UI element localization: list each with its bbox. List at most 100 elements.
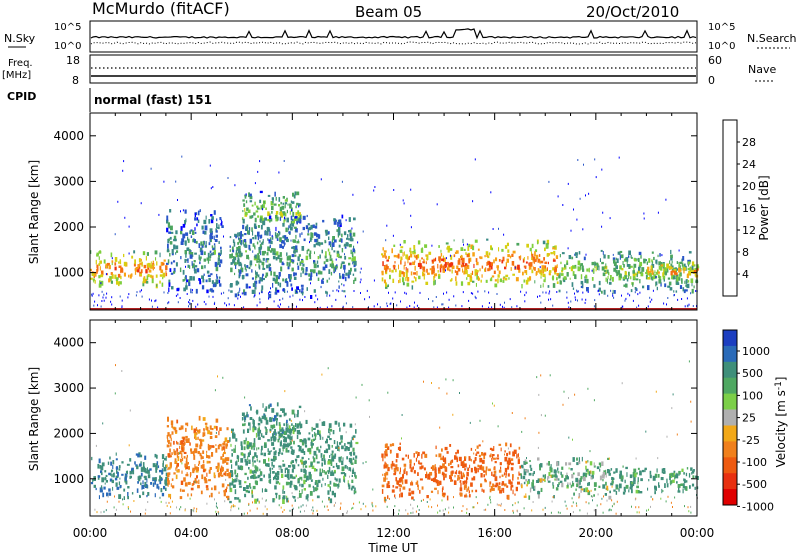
velocity-echo-cell [519, 465, 522, 469]
velocity-echo-cell [412, 466, 414, 470]
velocity-echo-cell [401, 479, 404, 485]
velocity-echo-cell [556, 461, 559, 467]
velocity-echo-cell [503, 472, 506, 476]
velocity-echo-cell [276, 420, 278, 426]
velocity-echo-cell [205, 478, 207, 481]
velocity-echo-cell [229, 482, 232, 486]
power-echo-cell [289, 278, 292, 282]
velocity-echo-cell [199, 444, 202, 449]
velocity-echo-cell [312, 456, 314, 459]
velocity-echo-cell [204, 479, 208, 484]
velocity-echo-cell [280, 432, 282, 438]
velocity-echo-cell [259, 471, 262, 475]
velocity-echo-cell [187, 493, 189, 497]
velocity-noise-cell [256, 507, 258, 510]
velocity-echo-cell [165, 477, 168, 480]
power-noise-cell [167, 302, 169, 305]
power-noise-cell [449, 254, 451, 257]
power-echo-cell [293, 226, 297, 229]
velocity-noise-cell [244, 396, 246, 399]
power-echo-cell [184, 250, 187, 255]
power-echo-cell [262, 239, 264, 244]
power-echo-cell [295, 205, 297, 209]
velocity-noise-cell [690, 505, 692, 508]
velocity-echo-cell [314, 433, 317, 437]
velocity-echo-cell [354, 471, 356, 477]
power-echo-cell [519, 255, 522, 259]
velocity-echo-cell [337, 485, 339, 489]
power-echo-cell [679, 272, 682, 277]
velocity-echo-cell [223, 490, 226, 493]
power-echo-cell [272, 255, 276, 260]
power-noise-cell [100, 282, 102, 285]
velocity-echo-cell [131, 492, 134, 495]
velocity-noise-cell [496, 503, 498, 506]
velocity-echo-cell [234, 478, 236, 481]
velocity-echo-cell [194, 433, 197, 438]
velocity-echo-cell [681, 468, 684, 472]
velocity-echo-cell [343, 479, 345, 482]
velocity-echo-cell [211, 452, 214, 457]
power-echo-cell [405, 267, 407, 271]
power-echo-cell [195, 288, 198, 294]
velocity-echo-cell [458, 456, 462, 462]
velocity-noise-cell [572, 501, 574, 504]
power-echo-cell [287, 203, 289, 206]
velocity-echo-cell [509, 443, 512, 448]
power-noise-cell [241, 292, 243, 295]
velocity-echo-cell [332, 452, 334, 457]
velocity-noise-cell [160, 500, 162, 503]
velocity-echo-cell [678, 487, 680, 492]
velocity-echo-cell [593, 494, 595, 497]
velocity-noise-cell [224, 500, 226, 503]
velocity-echo-cell [288, 435, 291, 440]
power-echo-cell [434, 279, 436, 285]
velocity-echo-cell [310, 441, 313, 446]
velocity-echo-cell [340, 456, 342, 459]
power-echo-cell [238, 281, 240, 285]
velocity-echo-cell [190, 493, 193, 497]
power-noise-cell [359, 271, 361, 274]
velocity-echo-cell [276, 471, 280, 476]
power-echo-cell [339, 238, 342, 242]
power-echo-cell [179, 267, 182, 273]
velocity-echo-cell [108, 472, 111, 476]
power-echo-cell [655, 271, 659, 275]
power-echo-cell [399, 278, 401, 283]
velocity-echo-cell [193, 455, 196, 460]
velocity-echo-cell [325, 440, 328, 444]
velocity-echo-cell [500, 447, 502, 452]
velocity-echo-cell [225, 444, 228, 449]
velocity-echo-cell [192, 467, 195, 472]
time-tick-label: 00:00 [73, 526, 108, 540]
power-echo-cell [151, 278, 154, 284]
velocity-echo-cell [106, 492, 109, 497]
velocity-echo-cell [339, 427, 341, 432]
power-echo-cell [381, 270, 384, 276]
power-echo-cell [325, 251, 327, 257]
power-echo-cell [277, 216, 279, 221]
velocity-noise-cell [304, 410, 306, 413]
power-echo-cell [216, 223, 218, 228]
power-echo-cell [211, 280, 214, 284]
power-echo-cell [694, 273, 697, 277]
velocity-noise-cell [265, 499, 267, 502]
power-echo-cell [600, 249, 603, 252]
velocity-echo-cell [477, 464, 480, 468]
power-echo-cell [335, 219, 337, 222]
velocity-noise-cell [352, 506, 354, 509]
power-echo-cell [255, 226, 257, 229]
power-echo-cell [633, 276, 636, 280]
power-echo-cell [419, 259, 421, 264]
power-noise-cell [223, 235, 224, 238]
velocity-echo-cell [287, 450, 290, 453]
velocity-noise-cell [562, 403, 564, 406]
velocity-echo-cell [167, 416, 169, 422]
power-echo-cell [312, 269, 316, 274]
velocity-echo-cell [351, 474, 353, 477]
velocity-echo-cell [111, 473, 113, 478]
velocity-noise-cell [372, 509, 374, 512]
velocity-echo-cell [246, 485, 249, 489]
power-noise-cell [435, 296, 437, 298]
power-echo-cell [242, 210, 244, 213]
